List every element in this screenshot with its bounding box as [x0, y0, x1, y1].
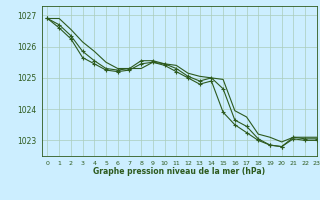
X-axis label: Graphe pression niveau de la mer (hPa): Graphe pression niveau de la mer (hPa) [93, 167, 265, 176]
